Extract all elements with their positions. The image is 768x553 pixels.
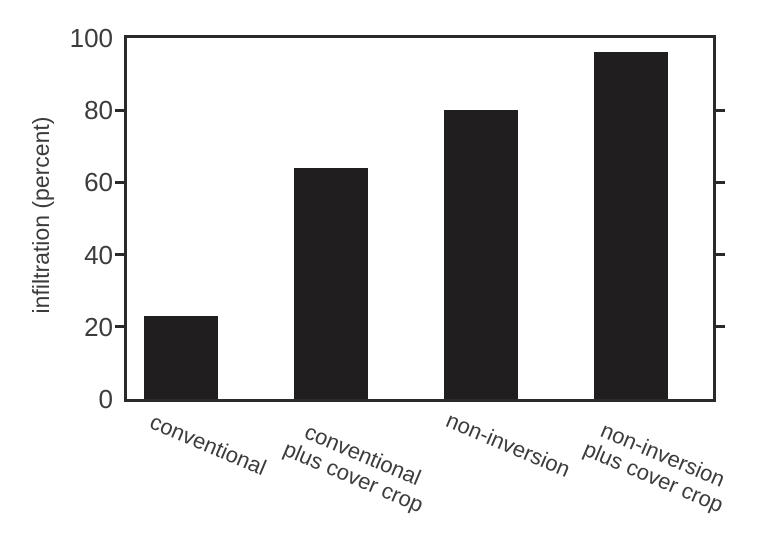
y-tick-mark-left-80 bbox=[115, 109, 124, 112]
plot-area bbox=[124, 35, 716, 402]
y-tick-label-80: 80 bbox=[84, 95, 113, 125]
y-tick-mark-right-80 bbox=[716, 109, 725, 112]
y-tick-mark-left-60 bbox=[115, 181, 124, 184]
bar-conventional bbox=[144, 316, 218, 399]
y-tick-mark-right-60 bbox=[716, 181, 725, 184]
bar-non-inversion bbox=[444, 110, 518, 399]
y-tick-mark-right-40 bbox=[716, 253, 725, 256]
y-tick-label-40: 40 bbox=[84, 240, 113, 270]
y-tick-mark-left-20 bbox=[115, 325, 124, 328]
y-tick-mark-left-40 bbox=[115, 253, 124, 256]
y-tick-label-0: 0 bbox=[98, 384, 113, 414]
y-tick-label-60: 60 bbox=[84, 167, 113, 197]
y-tick-label-20: 20 bbox=[84, 312, 113, 342]
y-tick-label-100: 100 bbox=[69, 23, 113, 53]
y-tick-mark-right-20 bbox=[716, 325, 725, 328]
bar-non-inversion bbox=[594, 52, 668, 399]
bar-conventional bbox=[294, 168, 368, 399]
